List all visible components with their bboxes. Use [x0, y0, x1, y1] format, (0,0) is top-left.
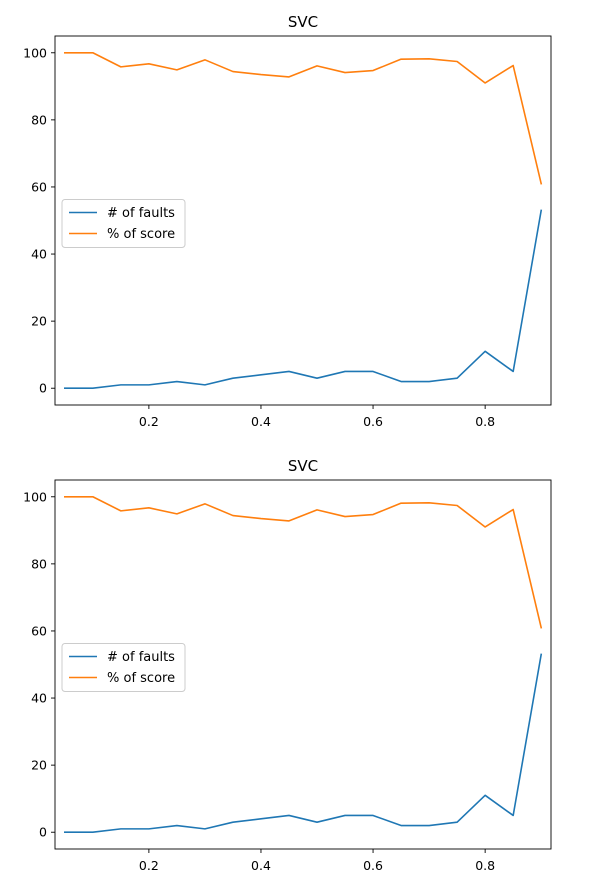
- y-tick-label: 40: [31, 691, 47, 706]
- series-line-1: [64, 653, 543, 834]
- x-tick-label: 0.8: [475, 414, 495, 429]
- legend: # of faults % of score: [61, 643, 186, 692]
- y-tick-label: 0: [39, 381, 47, 396]
- x-tick-label: 0.6: [363, 858, 383, 873]
- y-tick-label: 40: [31, 247, 47, 262]
- legend-label-1: # of faults: [107, 206, 175, 221]
- x-tick-label: 0.6: [363, 414, 383, 429]
- y-tick-label: 60: [31, 179, 47, 194]
- axes-frame: [54, 479, 552, 850]
- series-line-1: [64, 209, 543, 390]
- chart-2: SVC 0.2 0.4 0.6 0.8 0 20 40 60 80 100 # of faults % …: [23, 457, 552, 873]
- legend-label-1: # of faults: [107, 650, 175, 665]
- chart-1: SVC 0.2 0.4 0.6 0.8 0 20 40 60 80 100 # of faults % …: [23, 13, 552, 429]
- y-tick-label: 20: [31, 314, 47, 329]
- legend: # of faults % of score: [61, 199, 186, 248]
- x-tick-label: 0.4: [251, 414, 271, 429]
- chart-title: SVC: [288, 457, 318, 475]
- x-tick-label: 0.2: [139, 858, 159, 873]
- x-tick-label: 0.8: [475, 858, 495, 873]
- y-tick-label: 60: [31, 623, 47, 638]
- legend-box: [61, 643, 186, 692]
- y-tick-label: 100: [23, 45, 47, 60]
- series-line-2: [64, 495, 543, 629]
- y-tick-label: 100: [23, 489, 47, 504]
- legend-box: [61, 199, 186, 248]
- axes-frame: [54, 35, 552, 406]
- y-tick-label: 0: [39, 825, 47, 840]
- x-tick-label: 0.4: [251, 858, 271, 873]
- y-tick-label: 80: [31, 556, 47, 571]
- y-tick-label: 20: [31, 758, 47, 773]
- legend-label-2: % of score: [107, 671, 175, 686]
- series-line-2: [64, 51, 543, 185]
- chart-title: SVC: [288, 13, 318, 31]
- legend-label-2: % of score: [107, 227, 175, 242]
- x-tick-label: 0.2: [139, 414, 159, 429]
- y-tick-label: 80: [31, 112, 47, 127]
